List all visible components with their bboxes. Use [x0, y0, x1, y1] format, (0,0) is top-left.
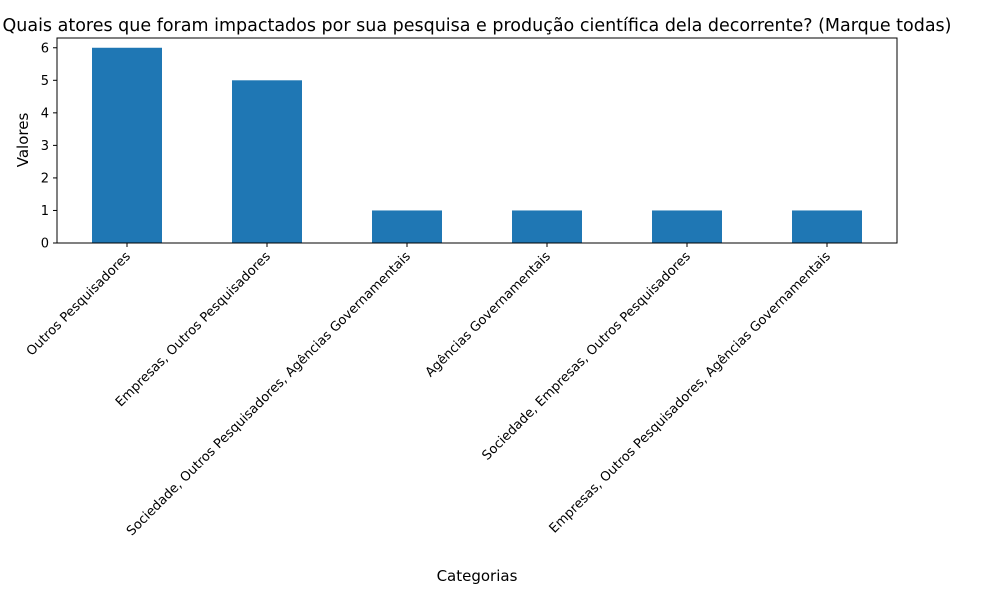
y-tick-label: 3: [41, 139, 49, 154]
y-tick-label: 4: [41, 106, 49, 121]
y-tick-label: 0: [41, 237, 49, 252]
y-tick-label: 1: [41, 204, 49, 219]
bars-group: [92, 47, 862, 244]
bar: [92, 47, 162, 244]
plot-frame: [56, 37, 898, 244]
y-tick-label: 2: [41, 171, 49, 186]
bar: [372, 210, 442, 243]
bar: [792, 210, 862, 243]
bar: [232, 80, 302, 243]
y-axis: 0 1 2 3 4 5 6: [41, 41, 57, 252]
y-axis-label: Valores: [14, 113, 32, 168]
bar: [512, 210, 582, 243]
y-tick-label: 6: [41, 41, 49, 56]
y-tick-label: 5: [41, 74, 49, 89]
bar: [652, 210, 722, 243]
x-axis-label: Categorias: [437, 567, 518, 585]
chart-title: Quais atores que foram impactados por su…: [2, 16, 951, 36]
